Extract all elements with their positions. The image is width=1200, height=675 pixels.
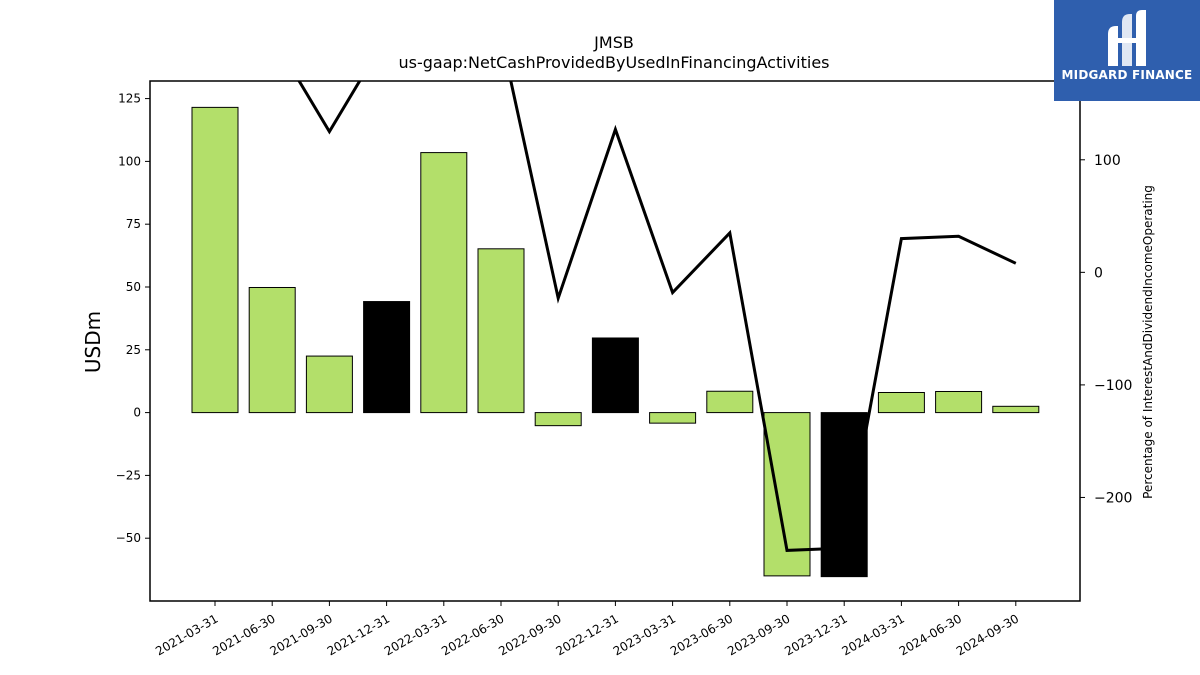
bars-group bbox=[191, 106, 1040, 578]
y2-axis-label: Percentage of InterestAndDividendIncomeO… bbox=[1141, 185, 1155, 499]
bar-2023-12-31 bbox=[820, 412, 868, 578]
bar-2024-09-30 bbox=[992, 405, 1040, 414]
x-tick-label: 2021-12-31 bbox=[325, 611, 392, 658]
y2-tick-label: 0 bbox=[1094, 265, 1103, 281]
x-tick-label: 2022-03-31 bbox=[382, 611, 449, 658]
bar-2022-03-31 bbox=[420, 152, 468, 414]
y-tick-label: 75 bbox=[126, 217, 141, 231]
bar-2021-06-30 bbox=[248, 286, 296, 414]
x-tick-label: 2024-06-30 bbox=[897, 611, 964, 658]
x-tick-label: 2023-12-31 bbox=[782, 611, 849, 658]
x-tick-label: 2023-06-30 bbox=[668, 611, 735, 658]
bar-2021-09-30 bbox=[305, 355, 353, 414]
bar-2022-09-30 bbox=[534, 412, 582, 427]
bar-2021-03-31 bbox=[191, 106, 239, 414]
bar-2022-06-30 bbox=[477, 248, 525, 414]
y-tick-label: 100 bbox=[118, 154, 141, 168]
y-tick-label: 0 bbox=[133, 406, 141, 420]
x-tick-label: 2024-03-31 bbox=[839, 611, 906, 658]
bar-2024-06-30 bbox=[935, 390, 983, 414]
y-tick-label: 125 bbox=[118, 92, 141, 106]
bar-2021-12-31 bbox=[363, 301, 411, 414]
x-tick-label: 2023-09-30 bbox=[725, 611, 792, 658]
bar-2024-03-31 bbox=[877, 391, 925, 414]
x-tick-label: 2021-09-30 bbox=[267, 611, 334, 658]
y-axis-label: USDm bbox=[81, 311, 105, 373]
x-tick-label: 2024-09-30 bbox=[954, 611, 1021, 658]
logo-mark-icon bbox=[1108, 10, 1146, 66]
y-tick-label: 25 bbox=[126, 343, 141, 357]
bar-2023-06-30 bbox=[706, 390, 754, 414]
x-tick-label: 2022-06-30 bbox=[439, 611, 506, 658]
x-tick-label: 2021-06-30 bbox=[210, 611, 277, 658]
y2-tick-label: −100 bbox=[1094, 378, 1132, 394]
x-tick-label: 2021-03-31 bbox=[153, 611, 220, 658]
chart-title: JMSB bbox=[593, 33, 634, 52]
x-tick-label: 2022-09-30 bbox=[496, 611, 563, 658]
y-tick-label: −25 bbox=[116, 468, 141, 482]
y2-tick-label: 100 bbox=[1094, 153, 1121, 169]
company-logo: MIDGARD FINANCE bbox=[1054, 0, 1200, 101]
line-series bbox=[297, 81, 1017, 552]
chart-subtitle: us-gaap:NetCashProvidedByUsedInFinancing… bbox=[398, 53, 829, 72]
y-tick-label: 50 bbox=[126, 280, 141, 294]
bar-2022-12-31 bbox=[591, 337, 639, 414]
y2-tick-label: −200 bbox=[1094, 490, 1132, 506]
line-group bbox=[297, 81, 1017, 552]
bar-2023-03-31 bbox=[649, 412, 697, 424]
x-tick-label: 2023-03-31 bbox=[611, 611, 678, 658]
y-tick-label: −50 bbox=[116, 531, 141, 545]
logo-text: MIDGARD FINANCE bbox=[1061, 68, 1193, 82]
x-tick-label: 2022-12-31 bbox=[553, 611, 620, 658]
